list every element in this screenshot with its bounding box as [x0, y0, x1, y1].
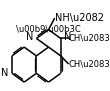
Text: N: N: [1, 68, 8, 78]
Text: CH\u2083: CH\u2083: [68, 59, 110, 68]
Text: N: N: [26, 32, 33, 42]
Text: N: N: [64, 32, 71, 42]
Text: NH\u2082: NH\u2082: [55, 13, 104, 23]
Text: CH\u2083: CH\u2083: [68, 33, 110, 42]
Text: \u00b9\u00b3C: \u00b9\u00b3C: [16, 24, 81, 33]
